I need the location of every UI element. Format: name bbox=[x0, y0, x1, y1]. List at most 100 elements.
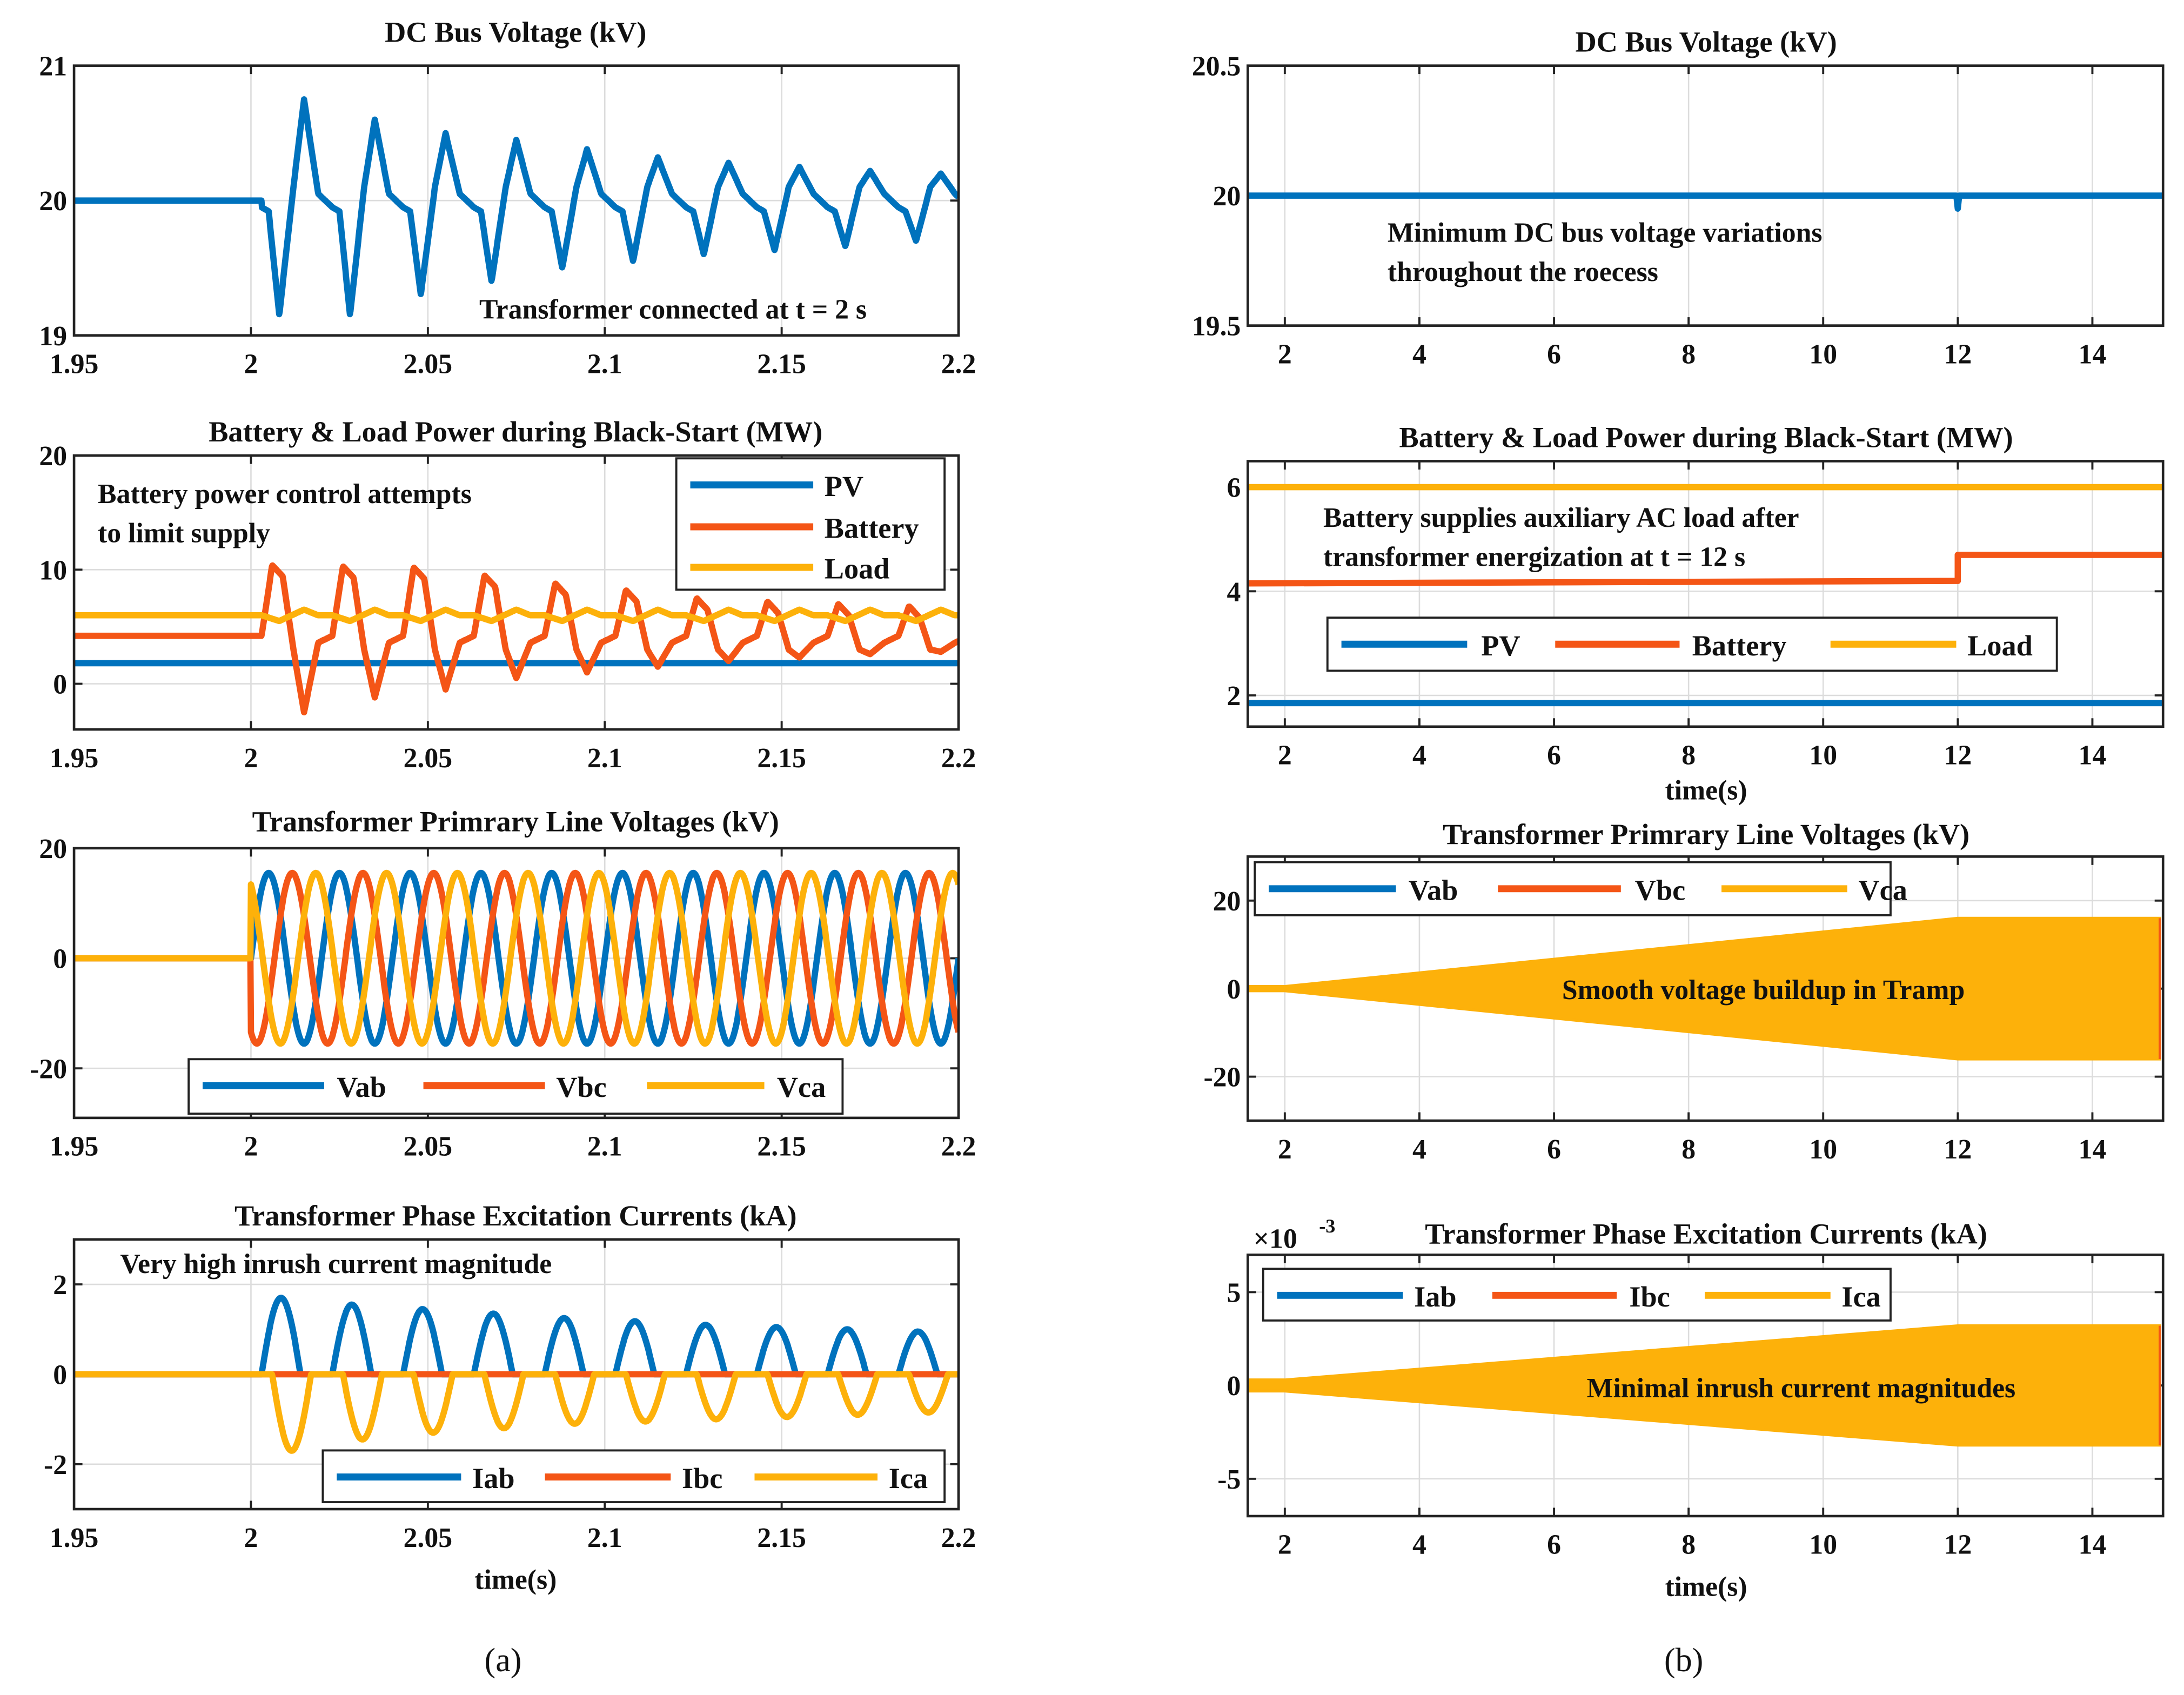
y-tick-label: 2 bbox=[1227, 681, 1241, 712]
axes-box bbox=[72, 1238, 960, 1511]
plot-area bbox=[74, 1295, 959, 1454]
x-tick-label: 2.1 bbox=[587, 1523, 622, 1553]
x-tick-label: 1.95 bbox=[50, 349, 99, 380]
y-tick-label: 20 bbox=[39, 441, 67, 472]
legend-label: Ibc bbox=[1629, 1281, 1670, 1313]
y-multiplier: ×10 bbox=[1254, 1223, 1297, 1254]
x-tick-label: 4 bbox=[1412, 339, 1426, 370]
x-tick-label: 2.15 bbox=[757, 349, 806, 380]
x-tick-label: 2 bbox=[244, 743, 258, 774]
y-tick-label: 21 bbox=[39, 51, 67, 82]
chart-b3: 2 4 6 8 10 12 14 -20 0 20 Transformer Primrary Lin… bbox=[1203, 818, 2165, 1165]
axes-box bbox=[72, 454, 960, 731]
axes-box bbox=[72, 847, 960, 1120]
x-tick-label: 12 bbox=[1944, 740, 1972, 771]
x-tick-label: 2 bbox=[244, 349, 258, 380]
chart-title: Battery & Load Power during Black-Start … bbox=[209, 416, 822, 448]
annotation: Battery supplies auxiliary AC load after bbox=[1323, 503, 1799, 533]
axes-box bbox=[1247, 64, 2165, 327]
axes-box bbox=[1247, 460, 2165, 728]
series-line-load bbox=[74, 606, 959, 625]
plot-area bbox=[1248, 1324, 2161, 1447]
chart-title: Transformer Phase Excitation Currents (k… bbox=[1425, 1218, 1987, 1250]
legend: PV Battery Load bbox=[675, 457, 946, 591]
series-line-iab bbox=[74, 1295, 959, 1378]
annotation: Minimum DC bus voltage variations bbox=[1388, 217, 1823, 248]
x-tick-label: 2.05 bbox=[404, 1131, 453, 1162]
axes-box bbox=[1247, 855, 2165, 1122]
x-tick-label: 2.15 bbox=[757, 743, 806, 774]
legend: Iab Ibc Ica bbox=[1262, 1268, 1892, 1322]
x-tick-label: 14 bbox=[2079, 1134, 2107, 1165]
legend-label: Vab bbox=[1409, 874, 1458, 906]
x-tick-label: 1.95 bbox=[50, 1523, 99, 1553]
y-tick-label: 0 bbox=[53, 1360, 67, 1391]
x-axis-label: time(s) bbox=[474, 1564, 557, 1595]
y-tick-label: 6 bbox=[1227, 473, 1241, 504]
y-tick-label: 20 bbox=[39, 834, 67, 865]
annotation: Transformer connected at t = 2 s bbox=[479, 294, 867, 325]
series-line-ica bbox=[74, 1371, 959, 1454]
chart-title: DC Bus Voltage (kV) bbox=[1575, 26, 1837, 58]
x-axis-label: time(s) bbox=[1665, 775, 1747, 806]
x-tick-label: 2 bbox=[1278, 1530, 1292, 1560]
axes-box bbox=[1247, 1254, 2165, 1518]
y-tick-label: 0 bbox=[53, 669, 67, 700]
legend-label: Vca bbox=[1858, 874, 1907, 906]
x-tick-label: 6 bbox=[1547, 1530, 1561, 1560]
x-tick-label: 12 bbox=[1944, 1530, 1972, 1560]
y-tick-label: -5 bbox=[1217, 1464, 1241, 1495]
chart-title: DC Bus Voltage (kV) bbox=[385, 16, 646, 49]
x-tick-label: 8 bbox=[1681, 1530, 1696, 1560]
legend-label: Iab bbox=[1414, 1281, 1456, 1313]
annotation: Battery power control attempts bbox=[98, 479, 472, 510]
plot-area bbox=[74, 96, 959, 318]
y-tick-label: 2 bbox=[53, 1270, 67, 1301]
y-tick-label: 20 bbox=[39, 186, 67, 217]
x-tick-label: 6 bbox=[1547, 740, 1561, 771]
x-tick-label: 4 bbox=[1412, 740, 1426, 771]
annotation: transformer energization at t = 12 s bbox=[1323, 541, 1745, 572]
legend-label: PV bbox=[1481, 629, 1520, 662]
legend-label: Load bbox=[825, 553, 890, 585]
y-tick-label: 20 bbox=[1213, 181, 1241, 212]
x-tick-label: 2.15 bbox=[757, 1131, 806, 1162]
plot-area bbox=[1248, 484, 2163, 707]
series-line-battery bbox=[1248, 552, 2163, 587]
y-tick-label: -20 bbox=[1203, 1062, 1241, 1093]
series-line-battery bbox=[74, 562, 959, 715]
y-tick-label: 5 bbox=[1227, 1278, 1241, 1309]
chart-b2: 2 4 6 8 10 12 14 2 4 6 Battery & Load Power during… bbox=[1227, 421, 2165, 806]
x-tick-label: 2.1 bbox=[587, 743, 622, 774]
y-tick-label: -20 bbox=[30, 1054, 67, 1084]
y-exponent: -3 bbox=[1319, 1215, 1335, 1237]
y-tick-label: 20.5 bbox=[1192, 51, 1241, 82]
x-tick-label: 14 bbox=[2079, 339, 2107, 370]
x-tick-label: 8 bbox=[1681, 740, 1696, 771]
legend-label: Ica bbox=[1841, 1281, 1880, 1313]
chart-a3: 1.95 2 2.05 2.1 2.15 2.2 -20 0 20 Transformer Pri… bbox=[30, 806, 976, 1162]
chart-b4: 2 4 6 8 10 12 14 -5 0 5 Transformer Phase Excitati… bbox=[1217, 1215, 2165, 1602]
legend: PV Battery Load bbox=[1326, 617, 2058, 672]
x-tick-label: 10 bbox=[1809, 339, 1837, 370]
chart-title: Battery & Load Power during Black-Start … bbox=[1399, 421, 2013, 454]
chart-title: Transformer Phase Excitation Currents (k… bbox=[235, 1200, 797, 1232]
chart-a4: 1.95 2 2.05 2.1 2.15 2.2 -2 0 2 Transformer Phase… bbox=[44, 1200, 976, 1595]
x-tick-label: 2 bbox=[1278, 339, 1292, 370]
axes-box bbox=[72, 64, 960, 337]
x-tick-label: 2.05 bbox=[404, 743, 453, 774]
y-tick-label: 20 bbox=[1213, 886, 1241, 917]
legend-label: Load bbox=[1967, 629, 2033, 662]
x-tick-label: 2.05 bbox=[404, 349, 453, 380]
y-tick-label: -2 bbox=[44, 1450, 67, 1480]
legend-label: Vbc bbox=[1635, 874, 1686, 906]
y-tick-label: 0 bbox=[1227, 1371, 1241, 1402]
caption-b: (b) bbox=[1664, 1642, 1703, 1679]
x-tick-label: 2.15 bbox=[757, 1523, 806, 1553]
legend: Vab Vbc Vca bbox=[1254, 861, 1907, 916]
x-axis-label: time(s) bbox=[1665, 1571, 1747, 1602]
x-tick-label: 2 bbox=[244, 1131, 258, 1162]
y-tick-label: 4 bbox=[1227, 577, 1241, 607]
legend-label: Battery bbox=[825, 512, 919, 545]
